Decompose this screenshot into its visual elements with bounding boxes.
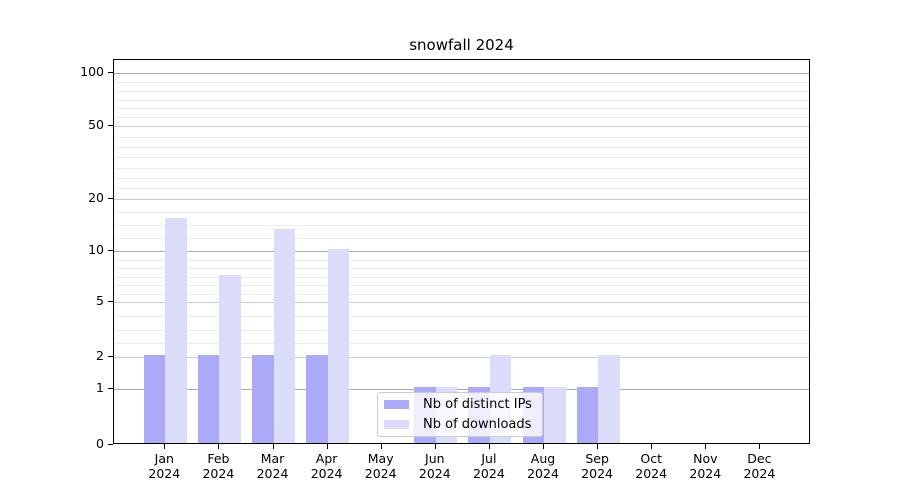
bar-sep-2024-downloads	[598, 355, 620, 443]
x-tickmark	[597, 444, 599, 449]
minor-gridline	[114, 343, 809, 345]
gridline-y-20	[114, 198, 809, 200]
minor-gridline	[114, 136, 809, 138]
x-tick-label: Feb 2024	[202, 451, 235, 481]
x-tickmark	[326, 444, 328, 449]
y-tick-label: 100	[80, 63, 104, 79]
x-tick-label: Aug 2024	[527, 451, 559, 481]
x-tickmark	[434, 444, 436, 449]
minor-gridline	[114, 293, 809, 295]
minor-gridline	[114, 329, 809, 331]
legend-swatch-distinct-ips-icon	[384, 400, 409, 409]
bar-feb-2024-downloads	[219, 275, 241, 443]
y-tick-label: 0	[96, 436, 104, 451]
x-tick-label: Mar 2024	[256, 451, 289, 481]
x-tickmark	[272, 444, 274, 449]
minor-gridline	[114, 157, 809, 159]
minor-gridline	[114, 237, 809, 239]
minor-gridline	[114, 188, 809, 190]
bar-apr-2024-downloads	[327, 249, 350, 443]
legend-label-downloads: Nb of downloads	[423, 417, 532, 432]
x-tickmark	[705, 444, 707, 449]
chart-title: snowfall 2024	[409, 36, 514, 54]
y-tickmark	[108, 125, 113, 127]
x-tickmark	[164, 444, 166, 449]
bar-mar-2024-ips	[252, 355, 274, 443]
y-tick-label: 2	[96, 348, 104, 363]
y-tickmark	[108, 356, 113, 357]
y-tick-label: 1	[96, 380, 104, 396]
x-tick-label: Jul 2024	[472, 451, 505, 481]
x-tick-label: May 2024	[364, 451, 397, 481]
x-tick-label: Jan 2024	[148, 451, 181, 481]
gridline-y-2	[114, 357, 809, 358]
gridline-y-1	[114, 389, 809, 391]
minor-gridline	[114, 178, 809, 179]
bar-mar-2024-downloads	[273, 229, 295, 443]
minor-gridline	[114, 224, 809, 226]
minor-gridline	[114, 259, 809, 261]
minor-gridline	[114, 147, 809, 148]
y-tickmark	[108, 444, 113, 445]
minor-gridline	[114, 268, 809, 269]
gridline-y-100	[114, 72, 809, 74]
x-tickmark	[218, 444, 220, 449]
x-tickmark	[543, 444, 544, 449]
y-tick-label: 10	[88, 242, 104, 257]
y-tickmark	[108, 301, 113, 302]
y-tick-label: 50	[88, 117, 104, 133]
legend-item-downloads: Nb of downloads	[384, 416, 542, 433]
x-tickmark	[759, 444, 761, 449]
minor-gridline	[114, 211, 809, 213]
minor-gridline	[114, 81, 809, 83]
bar-feb-2024-ips	[197, 355, 220, 443]
legend-label-distinct-ips: Nb of distinct IPs	[423, 397, 532, 412]
legend-swatch-downloads-icon	[384, 420, 409, 429]
y-tickmark	[108, 250, 113, 251]
x-tick-label: Dec 2024	[743, 451, 776, 481]
plot-area	[113, 59, 810, 444]
minor-gridline	[114, 315, 809, 317]
minor-gridline	[114, 90, 809, 92]
x-tickmark	[488, 444, 490, 449]
minor-gridline	[114, 117, 809, 119]
bar-apr-2024-ips	[306, 355, 328, 443]
x-tick-label: Apr 2024	[310, 451, 343, 481]
legend: Nb of distinct IPs Nb of downloads	[377, 392, 543, 437]
minor-gridline	[114, 167, 809, 169]
x-tick-label: Jun 2024	[418, 451, 451, 481]
x-tick-label: Sep 2024	[581, 451, 613, 481]
y-tick-label: 20	[88, 189, 104, 205]
gridline-y-10	[114, 251, 809, 252]
legend-item-distinct-ips: Nb of distinct IPs	[384, 396, 542, 413]
bar-jan-2024-ips	[143, 355, 166, 443]
minor-gridline	[114, 99, 809, 101]
x-tick-label: Oct 2024	[635, 451, 668, 481]
x-tickmark	[651, 444, 653, 449]
bar-jan-2024-downloads	[165, 218, 187, 443]
y-tick-label: 5	[96, 293, 104, 308]
y-tickmark	[108, 71, 113, 73]
bar-aug-2024-downloads	[544, 387, 566, 443]
minor-gridline	[114, 108, 809, 110]
gridline-y-50	[114, 126, 809, 128]
y-tickmark	[108, 388, 113, 390]
x-tick-label: Nov 2024	[689, 451, 722, 481]
bar-sep-2024-ips	[576, 387, 599, 443]
gridline-y-5	[114, 302, 809, 303]
minor-gridline	[114, 276, 809, 278]
x-tickmark	[380, 444, 382, 449]
y-tickmark	[108, 197, 113, 199]
minor-gridline	[114, 285, 809, 286]
